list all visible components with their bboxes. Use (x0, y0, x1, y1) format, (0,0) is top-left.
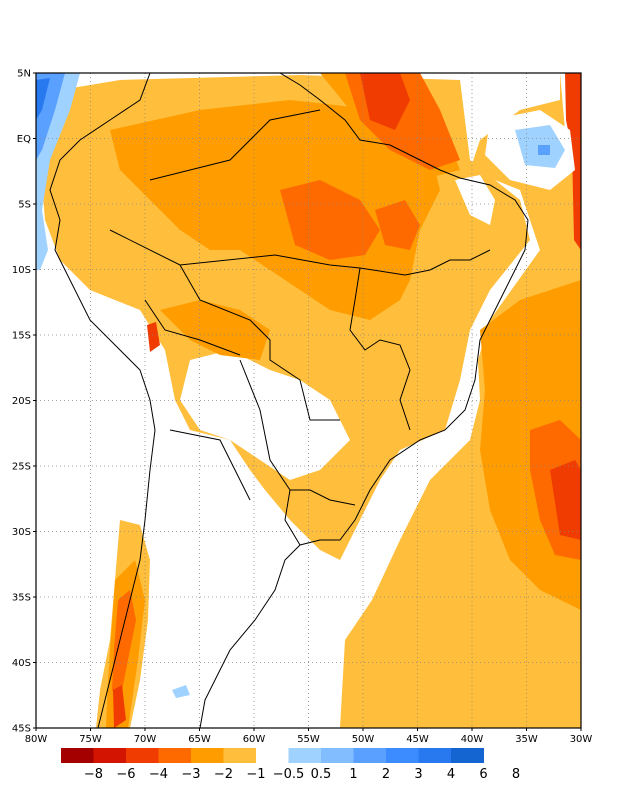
field-red-chile (113, 685, 126, 728)
field-orange-amazon (110, 100, 440, 320)
field-dark-orange-amazon (280, 180, 380, 260)
longitude-labels: 80W 75W 70W 65W 60W 55W 50W 45W 40W 35W 30W (25, 728, 593, 745)
colorbar-label: −0.5 (273, 767, 305, 782)
colorbar-box (451, 748, 484, 763)
white-hole-ne (455, 175, 495, 225)
colorbar-box (256, 748, 289, 763)
colorbar-box (126, 748, 159, 763)
colorbar-box (321, 748, 354, 763)
colorbar-label: 3 (414, 767, 422, 782)
latitude-labels: 5N EQ 5S 10S 15S 20S 25S 30S 35S 40S 45S (12, 69, 36, 735)
coastline-south-america (49, 73, 529, 728)
field-blue-atlantic-core (538, 145, 550, 155)
lon-tick-label: 50W (352, 734, 375, 745)
lat-tick-label: 5N (17, 69, 31, 80)
white-hole-pampas (150, 500, 320, 728)
colorbar-label: 8 (512, 767, 520, 782)
lon-tick-label: 80W (25, 734, 48, 745)
field-red-north (360, 73, 410, 130)
colorbar-box (288, 748, 322, 763)
colorbar-labels: −8 −6 −4 −3 −2 −1 −0.5 0.5 1 2 3 4 6 8 (84, 767, 520, 782)
colorbar-label: −2 (214, 767, 233, 782)
lat-tick-label: 10S (12, 265, 31, 276)
colorbar-label: −4 (149, 767, 168, 782)
colorbar-label: −6 (116, 767, 135, 782)
colorbar-box (61, 748, 94, 763)
lon-tick-label: 55W (297, 734, 320, 745)
field-orange-bolivia (160, 300, 270, 360)
field-red-atlantic (550, 460, 581, 540)
lon-tick-label: 35W (515, 734, 538, 745)
colorbar-box (223, 748, 257, 763)
grid-lines (36, 73, 581, 728)
colorbar-box (191, 748, 224, 763)
lon-tick-label: 45W (406, 734, 429, 745)
lon-tick-label: 30W (570, 734, 593, 745)
lon-tick-label: 75W (79, 734, 102, 745)
lat-tick-label: 35S (12, 593, 31, 604)
field-light-orange-continent (50, 73, 581, 728)
colorbar-label: 0.5 (311, 767, 332, 782)
lon-tick-label: 60W (243, 734, 266, 745)
colorbar-label: −8 (84, 767, 103, 782)
lat-tick-label: 45S (12, 724, 31, 735)
colorbar-box (353, 748, 387, 763)
field-blue-pacific-core (36, 78, 50, 120)
lat-tick-label: 30S (12, 527, 31, 538)
colorbar-label: −3 (181, 767, 200, 782)
colorbar-label: 2 (382, 767, 390, 782)
colorbar-box (418, 748, 452, 763)
white-hole-chaco (230, 390, 290, 440)
colorbar-box (386, 748, 419, 763)
lat-tick-label: EQ (17, 134, 31, 145)
field-dark-orange-andes (112, 590, 136, 700)
colorbar (61, 748, 484, 763)
lon-tick-label: 70W (134, 734, 157, 745)
colorbar-box (158, 748, 192, 763)
lon-tick-label: 40W (461, 734, 484, 745)
lat-tick-label: 15S (12, 331, 31, 342)
lat-tick-label: 20S (12, 396, 31, 407)
lat-tick-label: 25S (12, 462, 31, 473)
field-red-andes-lake (147, 322, 160, 352)
colorbar-box (93, 748, 127, 763)
lat-tick-label: 5S (18, 200, 31, 211)
field-blue-patagonia (172, 685, 190, 698)
colorbar-label: 6 (479, 767, 487, 782)
colorbar-label: 4 (447, 767, 455, 782)
colorbar-label: 1 (349, 767, 357, 782)
coastlines (49, 73, 529, 728)
border-lines (109, 109, 491, 546)
field-dark-orange-para (375, 200, 420, 250)
lat-tick-label: 40S (12, 658, 31, 669)
lon-tick-label: 65W (188, 734, 211, 745)
colorbar-label: −1 (246, 767, 265, 782)
